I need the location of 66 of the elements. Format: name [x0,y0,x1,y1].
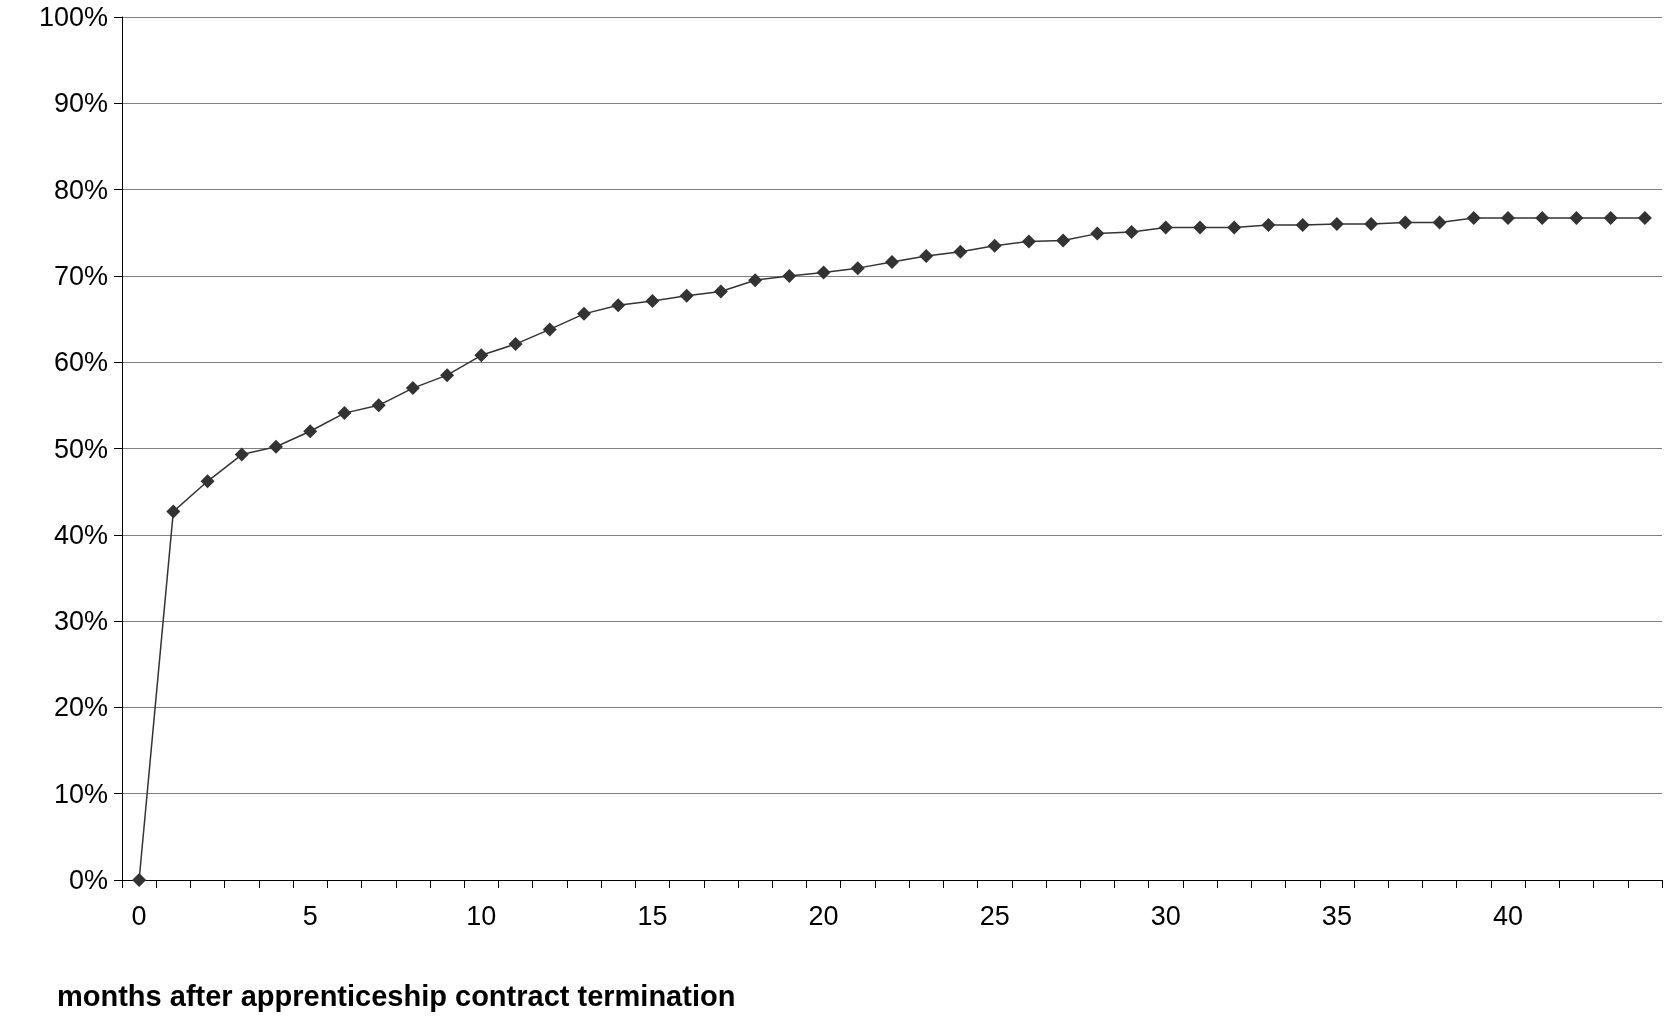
point [508,337,523,352]
point [679,288,694,303]
point [1056,233,1071,248]
y-tick-label: 90% [53,88,108,119]
point [611,298,626,313]
point [1364,217,1379,232]
point [1603,211,1618,226]
point [234,447,249,462]
point [132,873,147,887]
point [542,322,557,337]
point [1432,215,1447,230]
x-axis-title: months after apprenticeship contract termination [57,979,736,1012]
y-tick-label: 60% [53,347,108,378]
point [1124,224,1139,239]
point [200,474,215,489]
y-tick-label: 100% [38,2,108,32]
point [269,439,283,454]
x-tick-label: 10 [466,900,497,931]
x-tick-label: 30 [1150,900,1181,931]
point [371,398,386,413]
point [1569,211,1584,226]
point [987,238,1002,253]
point [850,261,865,276]
point [816,265,831,280]
point [1090,226,1105,241]
point [885,255,899,270]
point [953,244,968,259]
point [1329,217,1344,232]
y-tick-label: 70% [53,260,108,291]
point [1501,211,1515,226]
point [1535,211,1550,226]
point [1398,215,1413,230]
y-tick-label: 10% [53,778,108,809]
point [166,504,181,519]
x-tick-label: 5 [302,900,318,931]
point [405,381,420,396]
x-tick-label: 25 [979,900,1010,931]
point [1158,220,1173,235]
y-tick-label: 0% [68,865,108,895]
y-tick-label: 50% [53,433,108,464]
point [645,293,660,308]
point [1295,217,1310,232]
point [1637,211,1652,226]
x-tick-label: 15 [637,900,668,931]
point [1466,211,1481,226]
point [440,368,455,383]
point [1227,220,1242,235]
x-tick-label: 35 [1321,900,1352,931]
point [748,273,763,288]
y-tick-label: 40% [53,519,108,550]
point [474,348,489,363]
point [577,306,591,321]
point [1193,220,1207,235]
x-tick-label: 20 [808,900,839,931]
x-tick-label: 40 [1492,900,1524,931]
point [1261,217,1276,232]
y-tick-label: 20% [53,692,108,723]
point [337,406,352,421]
point [713,284,728,299]
y-tick-label: 80% [53,174,108,205]
point [1021,234,1036,249]
x-tick-label: 0 [131,900,147,931]
y-tick-label: 30% [53,606,108,637]
point [303,424,318,439]
point [919,249,934,264]
point [782,268,797,283]
